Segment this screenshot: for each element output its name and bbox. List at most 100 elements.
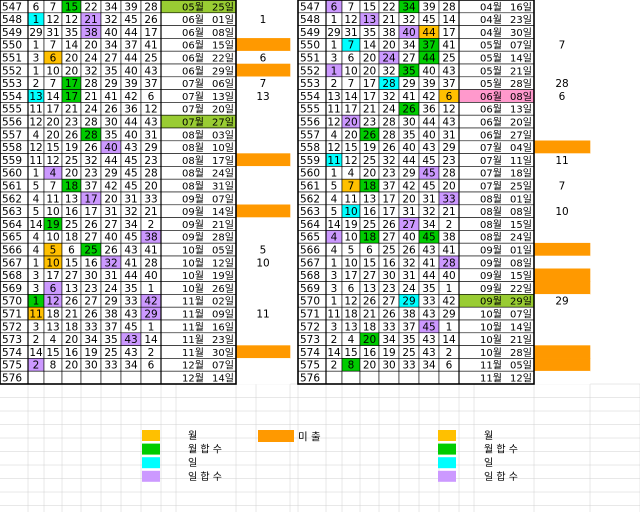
draw-month: 05월 [480, 40, 502, 52]
draw-number: 558 [2, 142, 22, 154]
draw-number: 571 [2, 309, 22, 321]
draw-number: 548 [2, 14, 22, 26]
draw-month: 06월 [182, 40, 204, 52]
ball-number: 4 [50, 334, 57, 346]
extra-cell [533, 230, 591, 244]
ball-number: 38 [144, 232, 157, 244]
draw-day: 09일 [212, 309, 234, 321]
ball-number: 16 [84, 257, 98, 269]
ball-number: 43 [422, 347, 435, 359]
ball-number: 26 [382, 219, 396, 231]
ball-number: 24 [382, 53, 396, 65]
ball-number: 28 [144, 257, 157, 269]
ball-number: 1 [446, 283, 453, 295]
spreadsheet-grid [0, 383, 640, 512]
draw-day: 25일 [510, 181, 532, 193]
left-row: 563 5 10 16 17 31 32 21 09월 14일 [0, 204, 291, 218]
right-row: 558 12 15 19 26 40 43 29 07월 04일 [297, 140, 591, 154]
ball-number: 17 [84, 206, 97, 218]
ball-number: 43 [442, 65, 455, 77]
ball-number: 20 [402, 193, 415, 205]
ball-number: 1 [33, 168, 40, 180]
draw-number: 566 [2, 245, 22, 257]
draw-month: 08월 [480, 206, 502, 218]
ball-number: 28 [144, 168, 157, 180]
ball-number: 4 [33, 245, 40, 257]
ball-number: 7 [50, 181, 57, 193]
ball-number: 12 [442, 104, 455, 116]
ball-number: 31 [402, 270, 415, 282]
draw-month: 09월 [480, 296, 502, 308]
draw-day: 17일 [212, 155, 234, 167]
draw-number: 561 [300, 181, 320, 193]
ball-number: 14 [363, 40, 377, 52]
legend-label: 일 [484, 457, 493, 469]
ball-number: 42 [124, 91, 137, 103]
ball-number: 4 [331, 193, 338, 205]
left-row: 568 3 17 27 30 31 44 40 10월 19일 [0, 268, 291, 282]
draw-month: 11월 [480, 360, 502, 372]
draw-month: 09월 [480, 283, 502, 295]
ball-number: 23 [382, 168, 395, 180]
ball-number: 12 [65, 14, 78, 26]
right-row: 566 4 5 6 25 26 43 41 09월 01일 [297, 242, 591, 257]
ball-number: 40 [402, 142, 415, 154]
ball-number: 27 [84, 296, 97, 308]
ball-number: 19 [382, 347, 395, 359]
draw-number: 572 [2, 321, 22, 333]
right-row: 559 11 12 25 32 44 45 23 07월 11일 11 [297, 153, 591, 167]
ball-number: 31 [402, 206, 415, 218]
ball-number: 1 [331, 14, 338, 26]
extra-value: 6 [559, 91, 566, 103]
ball-number: 2 [33, 334, 40, 346]
ball-number: 16 [65, 206, 79, 218]
extra-value: 7 [559, 181, 566, 193]
ball-number: 33 [104, 360, 117, 372]
draw-month: 06월 [182, 27, 204, 39]
legend-item: 월 합 수 [438, 443, 518, 456]
ball-number: 21 [65, 309, 78, 321]
ball-number: 11 [29, 309, 42, 321]
ball-number: 27 [382, 232, 395, 244]
draw-day: 04일 [510, 142, 532, 154]
ball-number: 15 [46, 142, 59, 154]
ball-number: 4 [331, 245, 338, 257]
draw-month: 09월 [480, 257, 502, 269]
draw-number: 570 [300, 296, 320, 308]
ball-number: 6 [68, 245, 75, 257]
number-cell [100, 370, 122, 385]
ball-number: 35 [402, 129, 415, 141]
left-row: 550 1 7 14 20 34 37 41 06월 15일 [0, 38, 291, 52]
draw-number: 569 [2, 283, 22, 295]
extra-cell [235, 217, 291, 231]
ball-number: 12 [327, 117, 340, 129]
extra-cell [235, 345, 291, 359]
ball-number: 12 [344, 14, 357, 26]
extra-cell [533, 319, 591, 334]
extra-cell [235, 153, 291, 167]
ball-number: 20 [65, 53, 78, 65]
draw-day: 14일 [212, 206, 234, 218]
extra-cell [235, 370, 291, 385]
ball-number: 31 [422, 193, 435, 205]
ball-number: 13 [344, 321, 357, 333]
draw-month: 10월 [182, 283, 204, 295]
ball-number: 13 [29, 91, 42, 103]
draw-day: 05일 [212, 245, 234, 257]
ball-number: 19 [46, 219, 59, 231]
extra-cell [235, 114, 291, 129]
right-row: 570 1 12 26 27 29 33 42 09월 29일 29 [297, 294, 591, 308]
number-cell [325, 370, 343, 385]
extra-cell [235, 25, 291, 39]
extra-cell [235, 294, 291, 308]
draw-month: 10월 [480, 334, 502, 346]
ball-number: 28 [84, 117, 97, 129]
ball-number: 45 [422, 181, 435, 193]
ball-number: 12 [327, 142, 340, 154]
extra-value: 10 [555, 206, 568, 218]
draw-month: 09월 [182, 232, 204, 244]
ball-number: 45 [124, 232, 137, 244]
ball-number: 44 [422, 270, 436, 282]
ball-number: 29 [402, 296, 415, 308]
